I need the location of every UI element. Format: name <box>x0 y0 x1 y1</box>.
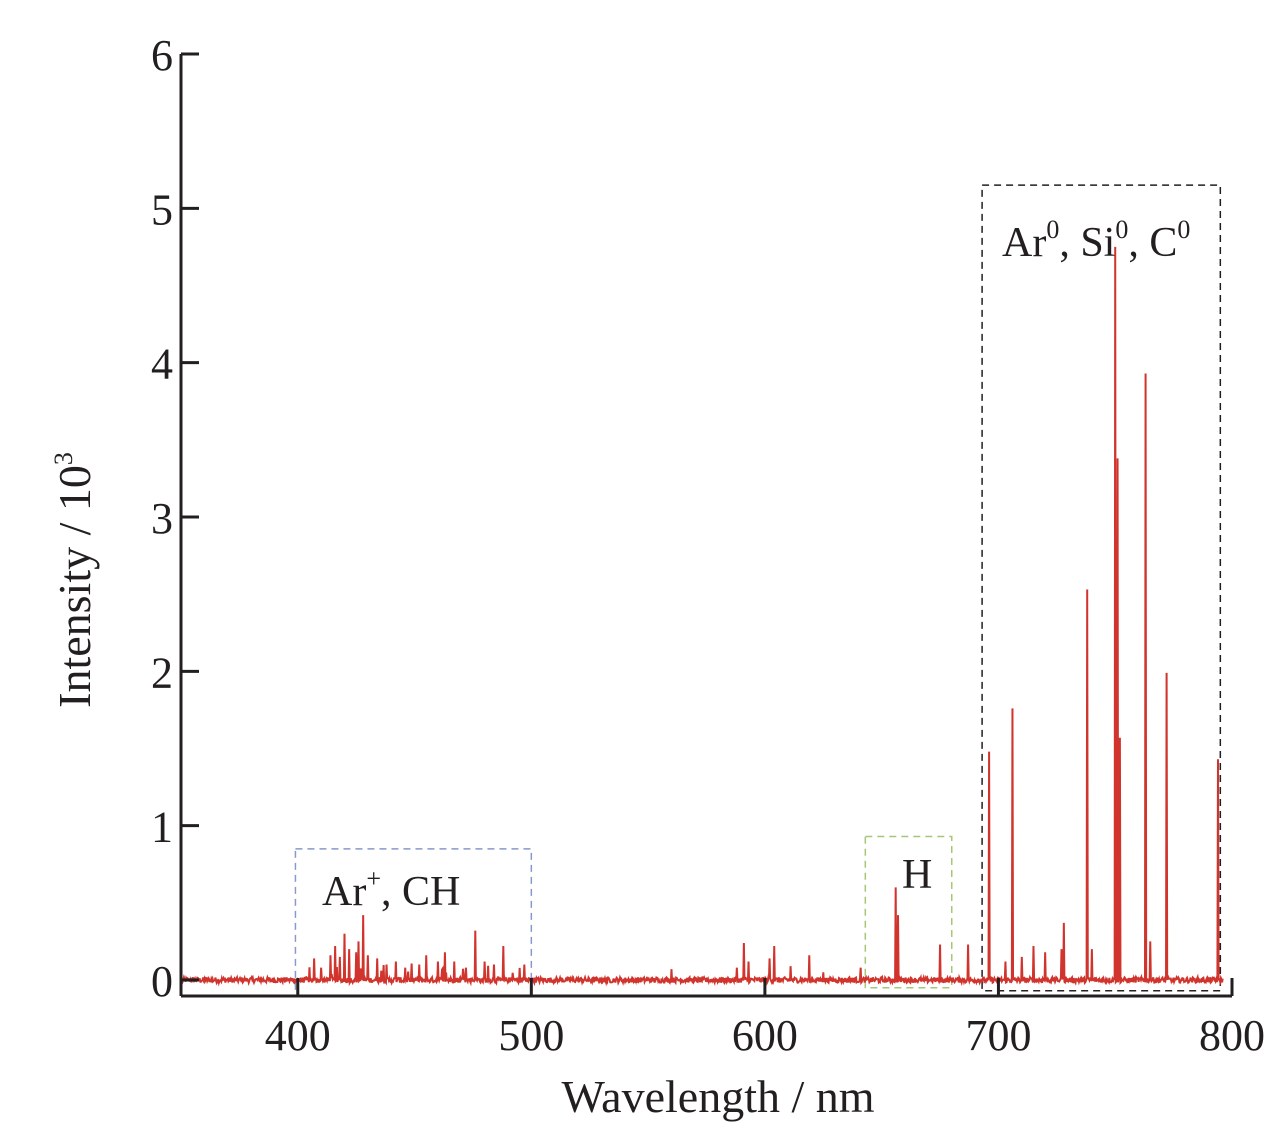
y-ticks: 0 1 2 3 4 5 6 <box>151 31 199 1006</box>
x-tick-label: 700 <box>965 1011 1031 1060</box>
y-axis-title: Intensity / 103 <box>49 452 100 708</box>
y-tick-label: 3 <box>151 494 173 543</box>
region-label-h: H <box>902 852 932 898</box>
region-box <box>864 835 953 989</box>
x-ticks: 400 500 600 700 800 <box>265 978 1265 1060</box>
axes <box>179 54 1232 998</box>
y-tick-label: 4 <box>151 340 173 389</box>
region-box <box>981 184 1222 992</box>
region-labels: Ar+, CH H Ar0, Si0, C0 <box>322 215 1190 915</box>
x-tick-label: 400 <box>265 1011 331 1060</box>
x-tick-label: 500 <box>498 1011 564 1060</box>
spectrum-line <box>181 246 1224 987</box>
y-tick-label: 1 <box>151 803 173 852</box>
x-tick-label: 800 <box>1199 1011 1265 1060</box>
y-tick-label: 2 <box>151 648 173 697</box>
annotation-regions <box>294 184 1222 997</box>
x-axis-title: Wavelength / nm <box>561 1071 874 1122</box>
region-label-ar-ion-ch: Ar+, CH <box>322 864 460 915</box>
region-label-ar-si-c: Ar0, Si0, C0 <box>1002 215 1190 266</box>
y-tick-label: 6 <box>151 31 173 80</box>
x-tick-label: 600 <box>732 1011 798 1060</box>
y-tick-label: 0 <box>151 957 173 1006</box>
y-tick-label: 5 <box>151 185 173 234</box>
